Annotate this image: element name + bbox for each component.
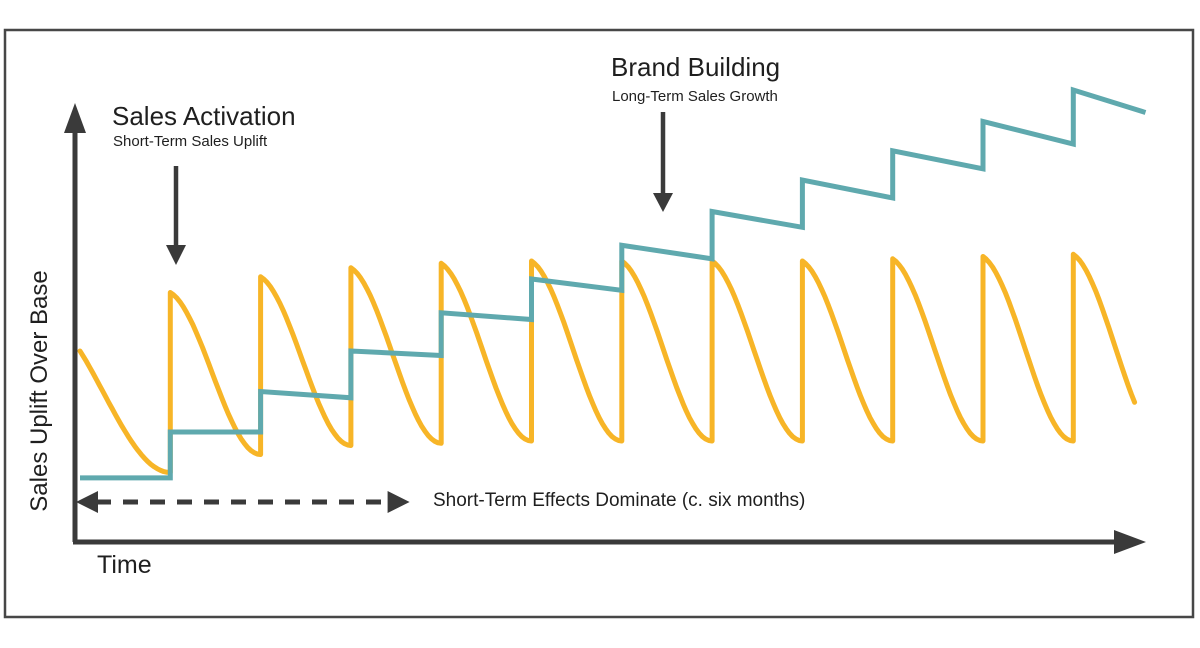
x-axis-arrowhead-icon <box>1114 530 1146 554</box>
sales-activation-series <box>77 251 1138 475</box>
sales-activation-title: Sales Activation <box>112 101 296 131</box>
chart-frame <box>3 28 1195 619</box>
brand-building-pointer-arrow-icon <box>653 112 673 212</box>
short-term-window-right-arrowhead-icon <box>387 491 410 513</box>
brand-building-title: Brand Building <box>611 52 781 82</box>
short-term-note: Short-Term Effects Dominate (c. six mont… <box>433 490 806 511</box>
sales-activation-subtitle: Short-Term Sales Uplift <box>113 133 268 150</box>
brand-building-subtitle: Long-Term Sales Growth <box>612 88 778 105</box>
x-axis-label: Time <box>97 551 152 579</box>
short-term-window-left-arrowhead-icon <box>76 491 98 513</box>
short-term-window-arrow-icon <box>76 491 410 513</box>
brand-building-series <box>80 86 1147 481</box>
y-axis-label: Sales Uplift Over Base <box>25 270 53 512</box>
y-axis-arrowhead-icon <box>64 103 86 133</box>
sales-activation-pointer-arrow-icon <box>166 166 186 265</box>
